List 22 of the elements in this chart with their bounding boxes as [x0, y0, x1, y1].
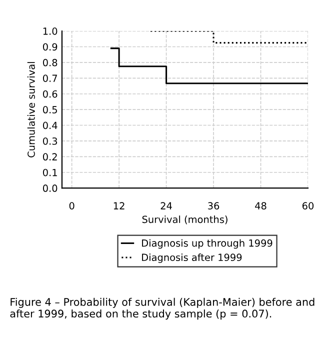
x-tick-label: 12: [114, 202, 124, 210]
x-tick-label: 36: [208, 202, 220, 210]
x-tick-label: 60: [302, 202, 314, 210]
y-tick-label: 0.0: [43, 184, 58, 192]
y-tick-label: 1.0: [43, 28, 58, 35]
legend-label: Diagnosis after 1999: [142, 254, 242, 263]
legend-label: Diagnosis up through 1999: [142, 239, 272, 249]
y-tick-label: 0.1: [43, 168, 57, 176]
y-tick-label: 0.8: [43, 58, 58, 66]
y-tick-label: 0.9: [43, 43, 58, 51]
x-tick-label: 24: [160, 202, 172, 210]
y-tick-label: 0.7: [43, 74, 57, 82]
y-tick-label: 0.6: [43, 90, 58, 98]
x-tick-label: 48: [255, 202, 266, 210]
y-tick-label: 0.5: [43, 106, 57, 114]
y-tick-label: 0.4: [43, 122, 58, 130]
x-axis-title: Survival (months): [142, 216, 228, 224]
y-tick-label: 0.2: [43, 153, 57, 161]
caption: Figure 4 – Probability of survival (Kaplan-Maier) before and after 1999, based on the study sample (p = 0.07).: [10, 298, 314, 320]
y-axis-title: Cumulative survival: [27, 62, 35, 158]
y-tick-label: 0.3: [43, 137, 58, 145]
x-tick-label: 0: [69, 202, 74, 210]
